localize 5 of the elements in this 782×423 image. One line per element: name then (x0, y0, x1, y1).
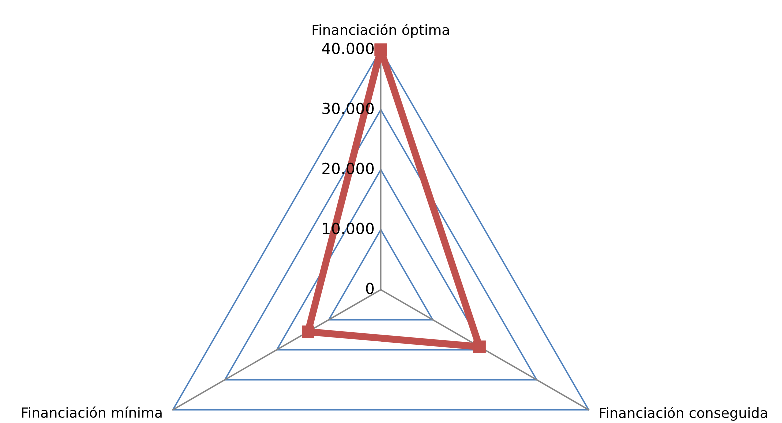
y-tick-label: 40.000 (322, 42, 374, 54)
spoke-label: Financiación óptima (312, 24, 450, 38)
y-tick-label: 0 (366, 282, 374, 294)
spoke-label: Financiación mínima (22, 406, 162, 418)
spoke-label: Financiación conseguida (600, 407, 768, 421)
